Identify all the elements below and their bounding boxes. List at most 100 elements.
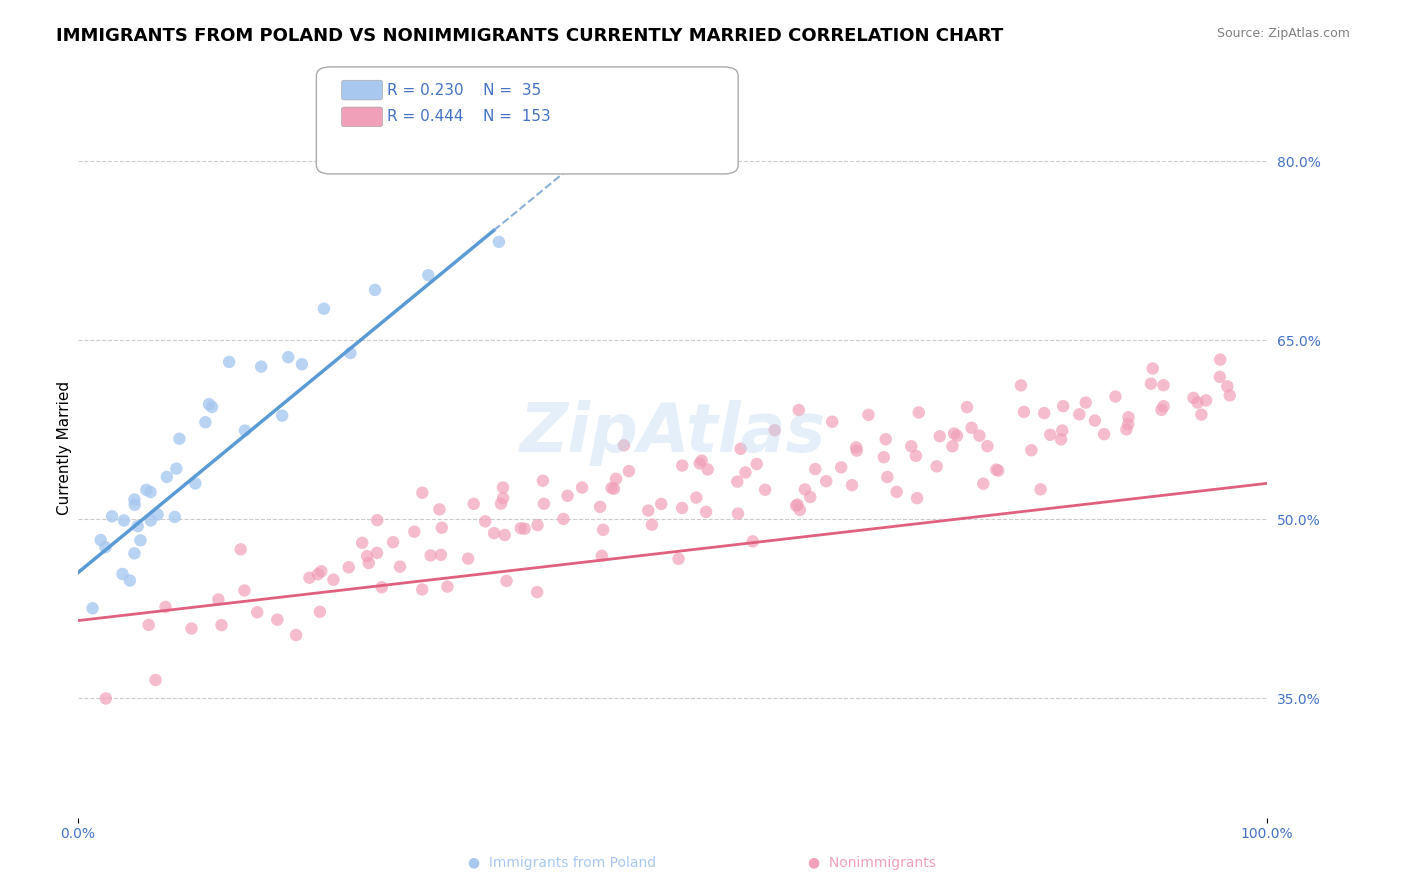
Point bbox=[671, 458, 693, 473]
Point bbox=[905, 491, 928, 505]
Point bbox=[463, 497, 485, 511]
Point bbox=[557, 489, 579, 503]
Point bbox=[389, 559, 412, 574]
Point bbox=[285, 628, 308, 642]
Point bbox=[960, 421, 983, 435]
Point bbox=[1012, 405, 1035, 419]
Point bbox=[169, 432, 191, 446]
Point bbox=[207, 592, 229, 607]
Point bbox=[94, 540, 117, 554]
Point bbox=[366, 513, 388, 527]
Point bbox=[533, 497, 555, 511]
Point bbox=[94, 691, 117, 706]
Point bbox=[101, 509, 124, 524]
Point bbox=[184, 476, 207, 491]
Point bbox=[129, 533, 152, 548]
Point bbox=[972, 476, 994, 491]
Point bbox=[430, 548, 453, 562]
Text: ZipAtlas: ZipAtlas bbox=[519, 400, 825, 466]
Point bbox=[841, 478, 863, 492]
Point bbox=[366, 546, 388, 560]
Point bbox=[727, 507, 749, 521]
Point bbox=[1209, 370, 1232, 384]
Point bbox=[337, 560, 360, 574]
Point bbox=[696, 462, 718, 476]
Point bbox=[531, 474, 554, 488]
Point bbox=[277, 350, 299, 364]
Point bbox=[1153, 399, 1175, 413]
Point bbox=[307, 567, 329, 582]
Point bbox=[1052, 399, 1074, 413]
Text: Source: ZipAtlas.com: Source: ZipAtlas.com bbox=[1216, 27, 1350, 40]
Point bbox=[1115, 422, 1137, 436]
Point bbox=[364, 283, 387, 297]
Point bbox=[526, 518, 548, 533]
Point bbox=[1152, 378, 1174, 392]
Point bbox=[763, 423, 786, 437]
Point bbox=[1116, 417, 1139, 431]
Point bbox=[163, 509, 186, 524]
Point bbox=[1010, 378, 1032, 392]
Point bbox=[690, 453, 713, 467]
Point bbox=[246, 605, 269, 619]
Point bbox=[135, 483, 157, 497]
Point bbox=[457, 551, 479, 566]
Point bbox=[1092, 427, 1115, 442]
Point bbox=[250, 359, 273, 374]
Point bbox=[1142, 361, 1164, 376]
Point bbox=[600, 481, 623, 495]
Point bbox=[907, 405, 929, 419]
Point bbox=[605, 472, 627, 486]
Point bbox=[650, 497, 672, 511]
Point bbox=[492, 491, 515, 505]
Point bbox=[218, 355, 240, 369]
Point bbox=[111, 566, 134, 581]
Point bbox=[592, 523, 614, 537]
Text: ●  Nonimmigrants: ● Nonimmigrants bbox=[808, 855, 935, 870]
Point bbox=[689, 457, 711, 471]
Point bbox=[928, 429, 950, 443]
Point bbox=[785, 499, 807, 513]
Point bbox=[291, 357, 314, 371]
Point bbox=[1219, 388, 1241, 402]
Point bbox=[845, 440, 868, 454]
Point bbox=[969, 428, 991, 442]
Point bbox=[492, 481, 515, 495]
Point bbox=[112, 514, 135, 528]
Point bbox=[489, 497, 512, 511]
Point bbox=[411, 485, 433, 500]
Point bbox=[1021, 443, 1043, 458]
Point bbox=[671, 500, 693, 515]
Point bbox=[352, 536, 374, 550]
Point bbox=[1216, 379, 1239, 393]
Point bbox=[1150, 402, 1173, 417]
Point bbox=[1195, 393, 1218, 408]
Point bbox=[1104, 389, 1126, 403]
Point bbox=[418, 268, 440, 283]
Point bbox=[488, 235, 510, 249]
Point bbox=[146, 508, 169, 522]
Point bbox=[180, 622, 202, 636]
Point bbox=[82, 601, 104, 615]
Point bbox=[1209, 352, 1232, 367]
Point bbox=[165, 461, 187, 475]
Point bbox=[789, 503, 811, 517]
Point bbox=[1069, 408, 1091, 422]
Point bbox=[1052, 424, 1074, 438]
Point bbox=[946, 429, 969, 443]
Point bbox=[271, 409, 294, 423]
Point bbox=[1033, 406, 1056, 420]
Point bbox=[419, 549, 441, 563]
Point bbox=[118, 574, 141, 588]
Point bbox=[138, 618, 160, 632]
Point bbox=[741, 534, 763, 549]
Point bbox=[356, 549, 378, 563]
Point bbox=[308, 605, 330, 619]
Point bbox=[695, 505, 717, 519]
Point bbox=[637, 503, 659, 517]
Point bbox=[734, 466, 756, 480]
Point bbox=[904, 449, 927, 463]
Point bbox=[357, 556, 380, 570]
Point bbox=[430, 521, 453, 535]
Point bbox=[591, 549, 613, 563]
